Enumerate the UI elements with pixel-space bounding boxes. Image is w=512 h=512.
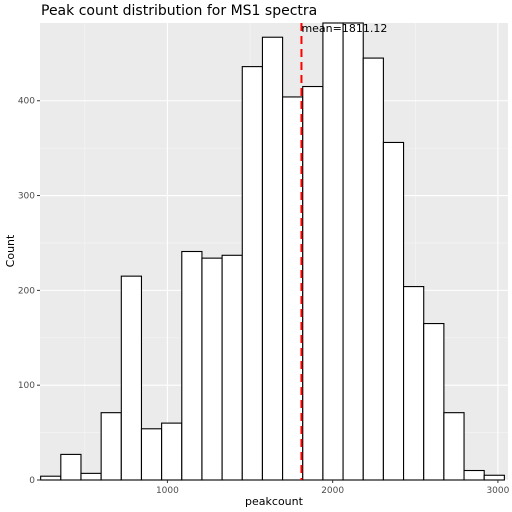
histogram-bar [201, 257, 223, 481]
histogram-bar [443, 412, 465, 481]
histogram-bar [362, 57, 384, 481]
histogram-bar [241, 66, 263, 481]
x-tick-label: 3000 [486, 486, 509, 496]
histogram-bar [40, 475, 62, 481]
histogram-bar [181, 250, 203, 481]
y-tick-label: 400 [18, 97, 35, 107]
histogram-bar [60, 453, 82, 481]
histogram-bar [80, 472, 102, 481]
y-axis-title: Count [4, 234, 17, 267]
x-axis-title: peakcount [245, 495, 304, 508]
mean-label: mean=1811.12 [301, 22, 387, 35]
histogram-bar [342, 22, 364, 481]
histogram-bar [221, 254, 243, 481]
histogram-bar [483, 474, 505, 481]
histogram-bar [120, 275, 143, 481]
histogram-bar [261, 36, 284, 481]
histogram-bar [463, 469, 485, 481]
x-tick-label: 1000 [156, 486, 179, 496]
axis-ticks: 1000 2000 3000 0 100 200 300 400 [18, 97, 510, 496]
histogram-bar [161, 422, 183, 481]
chart-title: Peak count distribution for MS1 spectra [41, 3, 317, 19]
histogram-bar [423, 323, 445, 481]
histogram-bar [100, 412, 122, 481]
y-tick-label: 100 [18, 381, 35, 391]
histogram-bar [302, 85, 324, 481]
histogram-bar [140, 428, 163, 481]
y-tick-label: 300 [18, 192, 35, 202]
y-tick-label: 200 [18, 286, 35, 296]
histogram-bars [40, 22, 505, 481]
mean-marker: mean=1811.12 [300, 22, 387, 480]
y-tick-label: 0 [29, 476, 35, 486]
histogram-bar [282, 96, 304, 481]
histogram-bar [382, 141, 405, 481]
histogram-bar [403, 286, 425, 481]
x-tick-label: 2000 [321, 486, 344, 496]
histogram-bar [322, 22, 344, 481]
